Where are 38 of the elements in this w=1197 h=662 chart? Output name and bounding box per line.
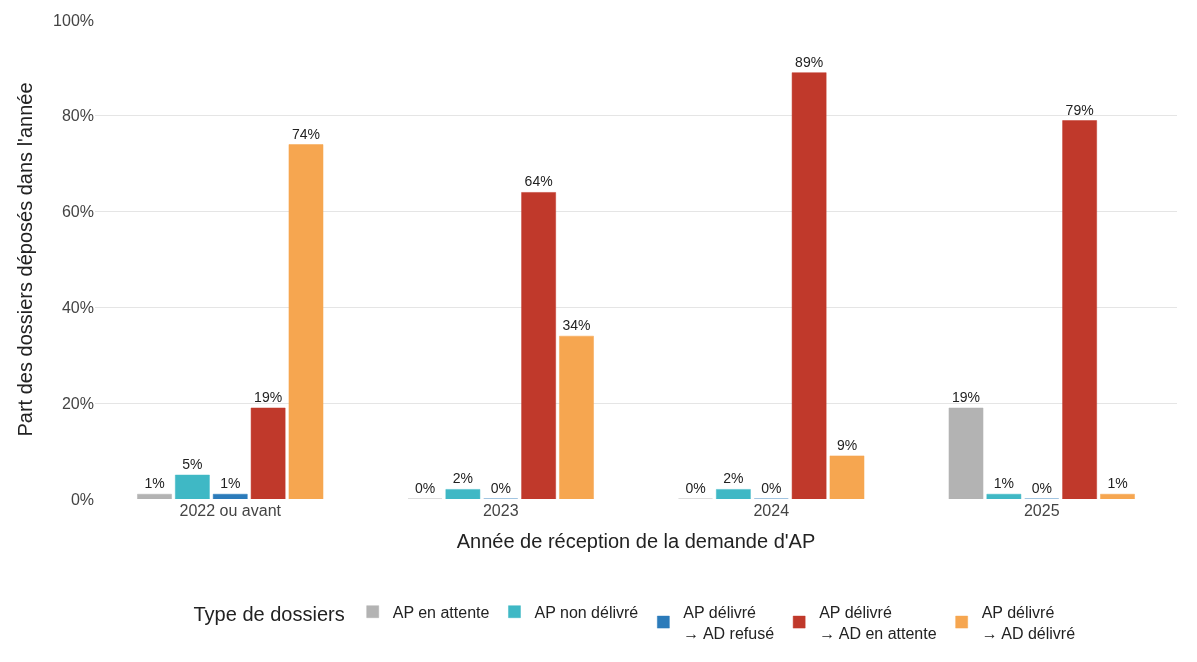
data-label: 2% [452, 470, 473, 487]
data-label: 89% [795, 53, 824, 70]
data-label: 34% [562, 317, 591, 334]
x-tick-label: 2022 ou avant [179, 502, 282, 519]
y-axis-title: Part des dossiers déposés dans l'année [13, 82, 36, 437]
y-tick-label: 60% [61, 203, 94, 221]
legend-label: AP en attente [392, 603, 490, 621]
data-label: 1% [993, 475, 1014, 492]
data-label: 74% [291, 125, 321, 142]
x-tick-label: 2024 [753, 502, 790, 519]
legend-label: AP délivré → AD délivré [981, 603, 1076, 642]
data-label: 19% [951, 388, 981, 405]
data-label: 79% [1065, 101, 1094, 118]
data-label: 19% [254, 388, 283, 405]
data-label: 5% [182, 456, 203, 473]
x-tick-label: 2025 [1023, 502, 1060, 519]
data-label: 0% [1031, 480, 1052, 496]
legend-label: AP délivré → AD refusé [683, 603, 775, 642]
x-tick-label: 2023 [482, 502, 519, 519]
y-tick-label: 40% [61, 299, 94, 316]
legend-label: AP délivré → AD en attente [819, 603, 937, 642]
data-label: 1% [1107, 475, 1128, 492]
data-label: 9% [836, 436, 858, 453]
legend-label: AP non délivré [534, 603, 639, 621]
y-tick-label: 100% [53, 11, 94, 29]
data-label: 0% [490, 480, 511, 496]
y-tick-label: 20% [61, 394, 94, 412]
data-label: 0% [685, 480, 706, 496]
y-tick-label: 80% [61, 107, 94, 125]
data-label: 0% [414, 480, 436, 496]
y-tick-label: 0% [70, 490, 94, 508]
data-label: 64% [524, 173, 553, 190]
data-label: 2% [723, 470, 744, 487]
data-label: 0% [761, 480, 782, 496]
data-label: 1% [144, 475, 165, 492]
data-label: 1% [220, 475, 241, 492]
legend-title: Type de dossiers [193, 602, 345, 625]
x-axis-title: Année de réception de la demande d'AP [456, 529, 816, 552]
